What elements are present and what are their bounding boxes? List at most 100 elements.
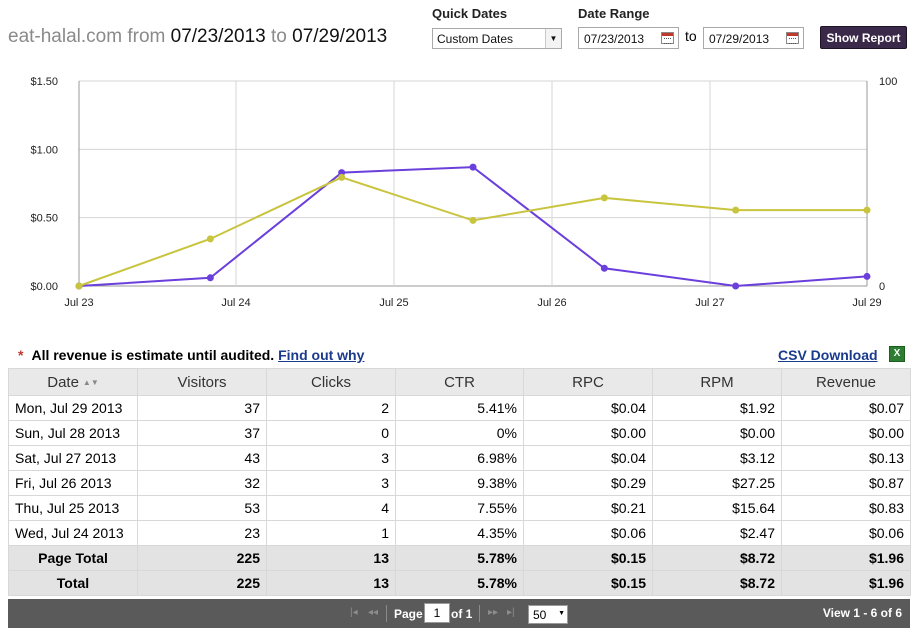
y-tick-label: $1.00 <box>30 144 58 156</box>
cell-rpm: $3.12 <box>652 445 782 471</box>
cell-date: Sun, Jul 28 2013 <box>8 420 138 446</box>
cell-clicks: 13 <box>266 570 396 596</box>
total-row: Total 225 13 5.78% $0.15 $8.72 $1.96 <box>8 570 911 596</box>
page-total-row: Page Total 225 13 5.78% $0.15 $8.72 $1.9… <box>8 545 911 571</box>
date-range-label: Date Range <box>578 6 650 21</box>
cell-rpm: $27.25 <box>652 470 782 496</box>
table-row[interactable]: Fri, Jul 26 2013 32 3 9.38% $0.29 $27.25… <box>8 470 911 496</box>
cell-rpm: $15.64 <box>652 495 782 521</box>
title-end-date: 07/29/2013 <box>292 26 388 47</box>
end-date-input[interactable]: 07/29/2013 <box>703 27 804 49</box>
dropdown-arrow-icon: ▼ <box>558 610 565 617</box>
cell-rpm: $2.47 <box>652 520 782 546</box>
calendar-icon[interactable] <box>661 32 674 44</box>
column-header-date[interactable]: Date ▲▼ <box>8 368 138 396</box>
table-row[interactable]: Sat, Jul 27 2013 43 3 6.98% $0.04 $3.12 … <box>8 445 911 471</box>
data-point-visitors <box>206 235 214 243</box>
find-out-why-link[interactable]: Find out why <box>278 347 365 363</box>
page-input[interactable]: 1 <box>424 603 450 623</box>
cell-clicks: 1 <box>266 520 396 546</box>
column-header-rpc[interactable]: RPC <box>523 368 653 396</box>
y2-tick-label: 0 <box>879 281 885 293</box>
cell-revenue: $0.87 <box>781 470 911 496</box>
cell-clicks: 13 <box>266 545 396 571</box>
data-point-visitors <box>863 206 871 214</box>
cell-rpc: $0.00 <box>523 420 653 446</box>
cell-ctr: 0% <box>395 420 524 446</box>
cell-label: Page Total <box>8 545 138 571</box>
data-point-revenue <box>732 282 740 290</box>
start-date-value: 07/23/2013 <box>584 32 645 46</box>
table-row[interactable]: Wed, Jul 24 2013 23 1 4.35% $0.06 $2.47 … <box>8 520 911 546</box>
column-header-rpm[interactable]: RPM <box>652 368 782 396</box>
cell-clicks: 0 <box>266 420 396 446</box>
cell-rpm: $8.72 <box>652 570 782 596</box>
report-table: Date ▲▼ Visitors Clicks CTR RPC RPM Reven… <box>8 368 911 596</box>
from-word: from <box>127 26 166 47</box>
sort-icon[interactable]: ▲▼ <box>82 378 99 388</box>
table-row[interactable]: Thu, Jul 25 2013 53 4 7.55% $0.21 $15.64… <box>8 495 911 521</box>
data-point-visitors <box>732 206 740 214</box>
cell-visitors: 53 <box>137 495 267 521</box>
view-range-text: View 1 - 6 of 6 <box>822 606 902 620</box>
data-point-revenue <box>863 272 871 280</box>
end-date-value: 07/29/2013 <box>709 32 770 46</box>
first-page-icon[interactable]: |◂ <box>350 607 358 618</box>
table-row[interactable]: Mon, Jul 29 2013 37 2 5.41% $0.04 $1.92 … <box>8 395 911 421</box>
data-point-visitors <box>600 194 608 202</box>
column-header-clicks[interactable]: Clicks <box>266 368 396 396</box>
show-report-button[interactable]: Show Report <box>820 26 907 49</box>
cell-rpc: $0.21 <box>523 495 653 521</box>
next-page-icon[interactable]: ▸▸ <box>488 607 499 618</box>
cell-revenue: $0.00 <box>781 420 911 446</box>
cell-ctr: 5.41% <box>395 395 524 421</box>
cell-revenue: $1.96 <box>781 570 911 596</box>
table-row[interactable]: Sun, Jul 28 2013 37 0 0% $0.00 $0.00 $0.… <box>8 420 911 446</box>
cell-date: Thu, Jul 25 2013 <box>8 495 138 521</box>
revenue-notice: * All revenue is estimate until audited. … <box>18 347 364 363</box>
page-size-value: 50 <box>533 608 547 622</box>
x-tick-label: Jul 27 <box>695 297 724 309</box>
table-header-row: Date ▲▼ Visitors Clicks CTR RPC RPM Reven… <box>8 368 911 396</box>
data-point-revenue <box>206 274 214 282</box>
cell-ctr: 6.98% <box>395 445 524 471</box>
column-header-revenue[interactable]: Revenue <box>781 368 911 396</box>
cell-date: Fri, Jul 26 2013 <box>8 470 138 496</box>
start-date-input[interactable]: 07/23/2013 <box>578 27 679 49</box>
cell-label: Total <box>8 570 138 596</box>
cell-visitors: 32 <box>137 470 267 496</box>
x-tick-label: Jul 24 <box>221 297 250 309</box>
pager-divider <box>479 605 480 622</box>
excel-icon[interactable]: X <box>889 346 905 362</box>
notice-star: * <box>18 347 24 363</box>
series-line-revenue <box>78 166 868 288</box>
cell-rpc: $0.29 <box>523 470 653 496</box>
range-to-word: to <box>685 28 697 44</box>
page-size-select[interactable]: 50 ▼ <box>528 605 568 624</box>
cell-ctr: 5.78% <box>395 570 524 596</box>
cell-visitors: 43 <box>137 445 267 471</box>
cell-rpc: $0.15 <box>523 570 653 596</box>
report-title: eat-halal.com from 07/23/2013 to 07/29/2… <box>8 26 387 48</box>
prev-page-icon[interactable]: ◂◂ <box>368 607 379 618</box>
pager-divider <box>386 605 387 622</box>
page-count: of 1 <box>451 607 473 621</box>
cell-revenue: $0.07 <box>781 395 911 421</box>
csv-download-link[interactable]: CSV Download <box>778 347 878 363</box>
column-header-visitors[interactable]: Visitors <box>137 368 267 396</box>
csv-download[interactable]: CSV Download <box>778 347 878 363</box>
calendar-icon[interactable] <box>786 32 799 44</box>
cell-ctr: 9.38% <box>395 470 524 496</box>
last-page-icon[interactable]: ▸| <box>507 607 515 618</box>
cell-rpc: $0.06 <box>523 520 653 546</box>
x-tick-label: Jul 23 <box>64 297 93 309</box>
y2-tick-label: 100 <box>879 76 897 88</box>
data-point-visitors <box>338 173 346 181</box>
cell-date: Mon, Jul 29 2013 <box>8 395 138 421</box>
cell-rpc: $0.04 <box>523 395 653 421</box>
cell-ctr: 5.78% <box>395 545 524 571</box>
cell-visitors: 37 <box>137 395 267 421</box>
column-header-ctr[interactable]: CTR <box>395 368 524 396</box>
cell-visitors: 225 <box>137 545 267 571</box>
quick-dates-select[interactable]: Custom Dates ▼ <box>432 28 562 49</box>
